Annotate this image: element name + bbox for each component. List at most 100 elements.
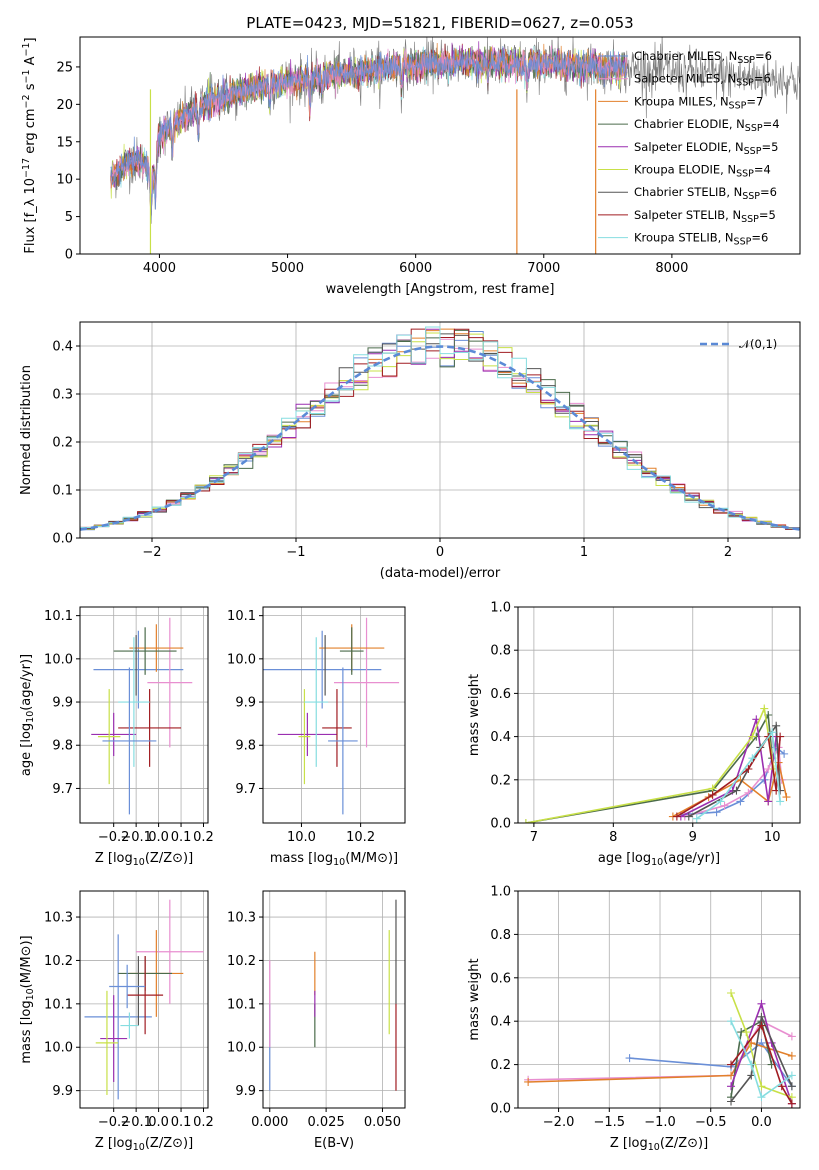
weight-vs-metallicity-panel: −2.0 −1.5 −1.0 −0.5 0.0 0.0 0.2 0.4 0.6 0.8 1.0 Z [… (467, 885, 801, 1153)
errorbar-point (277, 712, 337, 757)
y-axis-label: mass [log10(M/M⊙)] (19, 935, 36, 1063)
plot-area (84, 899, 204, 1100)
x-tick-label: 5000 (271, 261, 304, 276)
x-tick-label: 0.0 (751, 1115, 772, 1130)
mass-weight-marker (776, 732, 785, 741)
y-tick-label: 1.0 (490, 601, 511, 616)
errorbar-point (328, 667, 358, 815)
errorbar-point (109, 964, 146, 1009)
mass-weight-line (528, 1020, 793, 1081)
plot-area (521, 704, 791, 823)
y-tick-label: 10.1 (227, 609, 256, 624)
normal-distribution-curve (80, 345, 800, 531)
x-tick-label: −0.2 (98, 830, 130, 845)
errorbar-point (334, 617, 400, 748)
errorbar-point (93, 630, 184, 709)
x-tick-label: 10 (764, 830, 781, 845)
x-tick-label: −2.0 (543, 1115, 575, 1130)
x-tick-label: 8000 (655, 261, 688, 276)
mass-weight-marker (732, 786, 741, 795)
legend-label: Salpeter STELIB, NSSP=5 (634, 208, 776, 225)
y-tick-label: 10.1 (44, 997, 73, 1012)
mass-weight-marker (780, 749, 789, 758)
y-axis-label: mass weight (467, 958, 482, 1040)
x-tick-label: 0.2 (193, 830, 214, 845)
axes-frame (262, 890, 406, 1109)
errorbar-point (127, 956, 164, 1035)
x-tick-label: 0.0 (148, 830, 169, 845)
y-axis-label: Flux [f_λ 10−17 erg cm−2 s−1 A−1] (21, 37, 38, 253)
mass-weight-marker (782, 793, 791, 802)
x-tick-label: 6000 (399, 261, 432, 276)
y-tick-label: 0.8 (490, 644, 511, 659)
mass-weight-line (684, 746, 785, 816)
y-tick-label: 0.4 (490, 1015, 511, 1030)
x-tick-label: 7 (530, 830, 538, 845)
y-tick-label: 9.9 (235, 696, 256, 711)
legend-label: Kroupa STELIB, NSSP=6 (634, 231, 768, 248)
x-tick-label: −1.5 (594, 1115, 626, 1130)
errorbar-point (118, 689, 182, 767)
mass-weight-line (730, 1020, 793, 1099)
plot-area (263, 617, 400, 815)
y-tick-label: 0.4 (52, 340, 73, 355)
x-tick-label: 0.050 (364, 1115, 401, 1130)
x-axis-label: Z [log10(Z/Z⊙)] (95, 1136, 193, 1153)
mass-weight-marker (748, 754, 757, 763)
plot-area (80, 326, 800, 532)
y-tick-label: 0.6 (490, 971, 511, 986)
y-tick-label: 9.8 (52, 739, 73, 754)
errorbar-point (120, 1012, 139, 1039)
legend-label: Salpeter ELODIE, NSSP=5 (634, 140, 778, 157)
x-axis-label: Z [log10(Z/Z⊙)] (610, 1136, 708, 1153)
mass-weight-line (676, 734, 781, 818)
x-axis-label: age [log10(age/yr)] (598, 851, 720, 868)
legend-label: Chabrier ELODIE, NSSP=4 (634, 117, 780, 134)
errorbar-point (118, 637, 150, 767)
errorbar-point (136, 899, 204, 1004)
x-tick-label: 0.1 (171, 1115, 192, 1130)
mass-weight-marker (787, 1051, 796, 1060)
y-tick-label: 0 (65, 248, 73, 263)
plot-area (91, 617, 193, 815)
mass-weight-marker (716, 797, 725, 806)
y-tick-label: 10.0 (44, 652, 73, 667)
spectrum-panel: 4000 5000 6000 7000 8000 0 5 10 15 20 25 wavelength… (21, 36, 801, 297)
axes-frame (262, 606, 406, 824)
axes-frame (517, 890, 801, 1109)
x-tick-label: 8 (609, 830, 617, 845)
y-tick-label: 1.0 (490, 885, 511, 900)
mass-weight-marker (787, 1032, 796, 1041)
mass-weight-marker (787, 1082, 796, 1091)
y-axis-label: mass weight (467, 674, 482, 756)
x-tick-label: −1 (286, 545, 305, 560)
x-tick-label: −0.2 (98, 1115, 130, 1130)
mass-weight-marker (720, 801, 729, 810)
mass-weight-marker (672, 812, 681, 821)
x-axis-label: E(B-V) (314, 1136, 354, 1151)
x-tick-label: 2 (724, 545, 732, 560)
plot-area (269, 899, 397, 1091)
mass-weight-marker (760, 704, 769, 713)
mass-weight-marker (776, 797, 785, 806)
x-tick-label: 7000 (527, 261, 560, 276)
y-tick-label: 9.7 (235, 782, 256, 797)
x-tick-label: 4000 (143, 261, 176, 276)
age-vs-mass-panel: 10.0 10.2 9.7 9.8 9.9 10.0 10.1 mass [log10(M/M… (227, 606, 406, 868)
x-tick-label: 10.0 (287, 830, 316, 845)
x-tick-label: −2 (142, 545, 161, 560)
errorbar-point (100, 995, 128, 1082)
errorbar-point (304, 637, 329, 767)
y-tick-label: 0.0 (52, 532, 73, 547)
x-axis-label: Z [log10(Z/Z⊙)] (95, 851, 193, 868)
axes-frame (79, 606, 209, 824)
y-tick-label: 10 (56, 173, 73, 188)
errorbar-point (322, 689, 352, 767)
y-tick-label: 10.1 (44, 609, 73, 624)
errorbar-point (263, 630, 382, 709)
mass-weight-line (525, 705, 775, 823)
residuals-panel: −2 −1 0 1 2 0.0 0.1 0.2 0.3 0.4 (data-model)/error… (19, 321, 801, 581)
legend-label: 𝒩(0,1) (739, 337, 777, 351)
mass-weight-marker (524, 1077, 533, 1086)
